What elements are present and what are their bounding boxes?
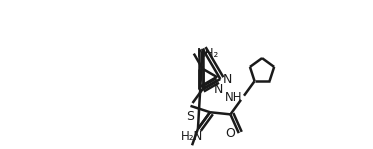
Text: H₂N: H₂N bbox=[181, 130, 203, 143]
Text: S: S bbox=[186, 110, 194, 123]
Text: NH: NH bbox=[225, 91, 242, 104]
Text: O: O bbox=[225, 127, 235, 140]
Text: N: N bbox=[223, 73, 232, 86]
Text: N: N bbox=[214, 83, 223, 96]
Text: NH₂: NH₂ bbox=[197, 47, 219, 60]
